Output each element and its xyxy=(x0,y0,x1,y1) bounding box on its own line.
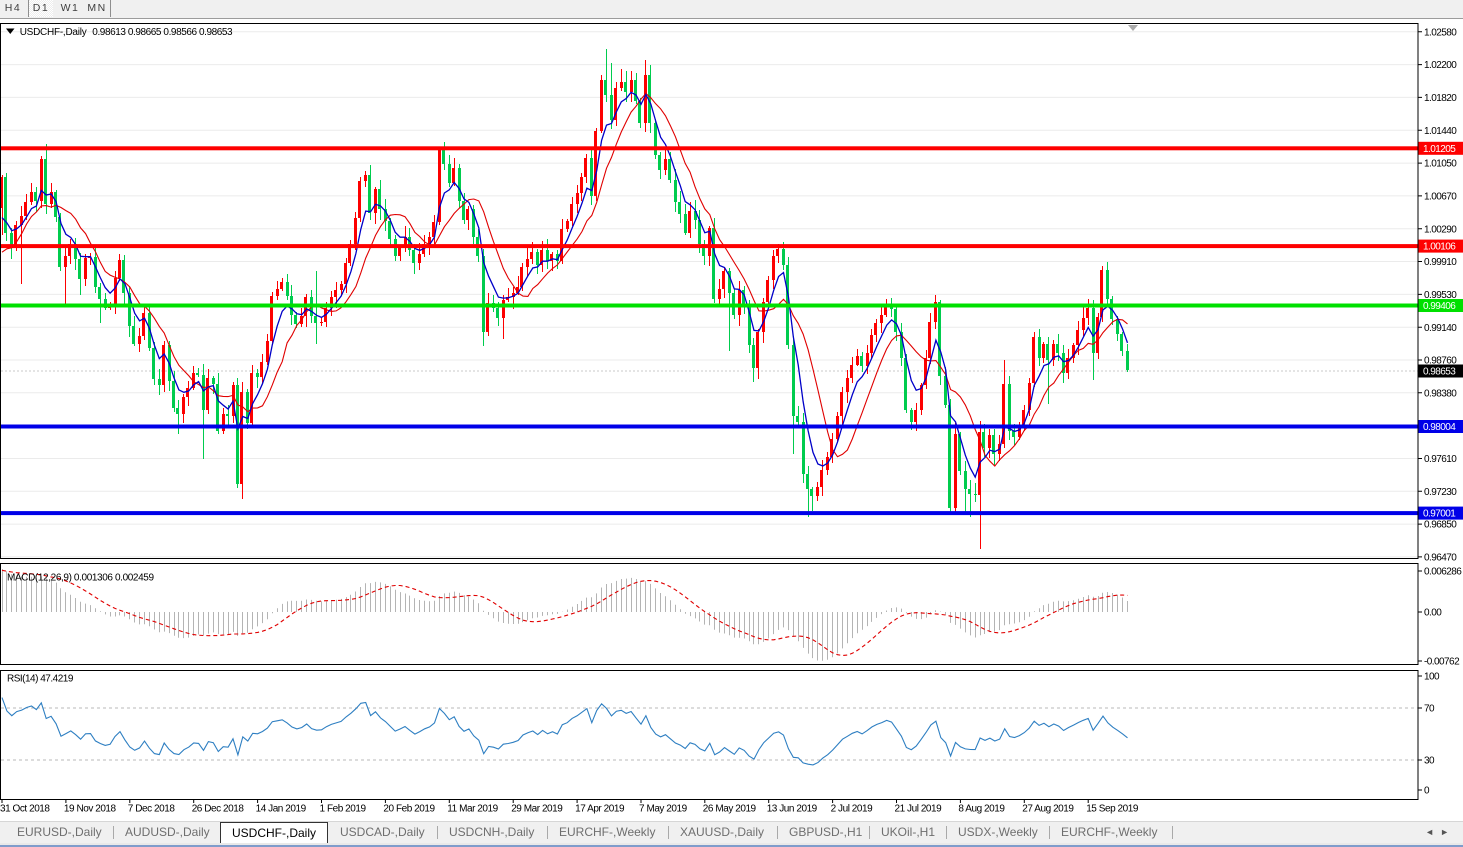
svg-text:0.97001: 0.97001 xyxy=(1423,509,1456,520)
svg-text:1.00670: 1.00670 xyxy=(1424,192,1457,203)
svg-text:1.01820: 1.01820 xyxy=(1424,93,1457,104)
svg-text:100: 100 xyxy=(1424,672,1440,683)
svg-text:0.99530: 0.99530 xyxy=(1424,290,1457,301)
svg-text:1.01205: 1.01205 xyxy=(1423,144,1456,155)
svg-text:0.98380: 0.98380 xyxy=(1424,388,1457,399)
svg-text:15 Sep 2019: 15 Sep 2019 xyxy=(1086,804,1139,815)
svg-text:0.00: 0.00 xyxy=(1424,608,1442,619)
svg-text:1.02580: 1.02580 xyxy=(1424,27,1457,38)
svg-text:0.98613 0.98665 0.98566 0.9865: 0.98613 0.98665 0.98566 0.98653 xyxy=(92,27,233,38)
svg-text:USDCHF-,Daily: USDCHF-,Daily xyxy=(20,27,87,38)
svg-text:0.97230: 0.97230 xyxy=(1424,487,1457,498)
svg-text:-0.00762: -0.00762 xyxy=(1424,657,1460,668)
svg-text:2 Jul 2019: 2 Jul 2019 xyxy=(831,804,874,815)
svg-text:0.99140: 0.99140 xyxy=(1424,323,1457,334)
svg-text:0.98760: 0.98760 xyxy=(1424,356,1457,367)
svg-text:1 Feb 2019: 1 Feb 2019 xyxy=(320,804,367,815)
svg-text:14 Jan 2019: 14 Jan 2019 xyxy=(256,804,307,815)
svg-text:27 Aug 2019: 27 Aug 2019 xyxy=(1022,804,1074,815)
svg-text:0.96470: 0.96470 xyxy=(1424,553,1457,564)
svg-text:MACD(12,26,9) 0.001306 0.00245: MACD(12,26,9) 0.001306 0.002459 xyxy=(7,573,154,584)
svg-text:1.02200: 1.02200 xyxy=(1424,60,1457,71)
svg-text:70: 70 xyxy=(1424,704,1435,715)
svg-text:20 Feb 2019: 20 Feb 2019 xyxy=(383,804,435,815)
svg-text:21 Jul 2019: 21 Jul 2019 xyxy=(895,804,943,815)
svg-text:8 Aug 2019: 8 Aug 2019 xyxy=(958,804,1005,815)
svg-text:26 May 2019: 26 May 2019 xyxy=(703,804,757,815)
svg-text:0.99910: 0.99910 xyxy=(1424,257,1457,268)
svg-text:1.00106: 1.00106 xyxy=(1423,242,1456,253)
svg-text:0.98653: 0.98653 xyxy=(1423,367,1456,378)
svg-text:0.96850: 0.96850 xyxy=(1424,520,1457,531)
svg-text:19 Nov 2018: 19 Nov 2018 xyxy=(64,804,117,815)
svg-text:1.01440: 1.01440 xyxy=(1424,126,1457,137)
svg-text:0.006286: 0.006286 xyxy=(1424,567,1462,578)
svg-text:0: 0 xyxy=(1424,786,1430,797)
svg-text:RSI(14) 47.4219: RSI(14) 47.4219 xyxy=(7,674,74,685)
svg-text:1.00290: 1.00290 xyxy=(1424,224,1457,235)
svg-text:1.01050: 1.01050 xyxy=(1424,159,1457,170)
svg-text:7 Dec 2018: 7 Dec 2018 xyxy=(128,804,176,815)
svg-text:26 Dec 2018: 26 Dec 2018 xyxy=(192,804,245,815)
svg-text:29 Mar 2019: 29 Mar 2019 xyxy=(511,804,563,815)
svg-text:31 Oct 2018: 31 Oct 2018 xyxy=(0,804,50,815)
svg-text:0.98004: 0.98004 xyxy=(1423,422,1456,433)
svg-text:7 May 2019: 7 May 2019 xyxy=(639,804,688,815)
svg-text:30: 30 xyxy=(1424,756,1435,767)
svg-text:13 Jun 2019: 13 Jun 2019 xyxy=(767,804,818,815)
svg-text:0.97610: 0.97610 xyxy=(1424,454,1457,465)
svg-text:17 Apr 2019: 17 Apr 2019 xyxy=(575,804,625,815)
svg-text:11 Mar 2019: 11 Mar 2019 xyxy=(447,804,498,815)
svg-text:0.99406: 0.99406 xyxy=(1423,301,1456,312)
